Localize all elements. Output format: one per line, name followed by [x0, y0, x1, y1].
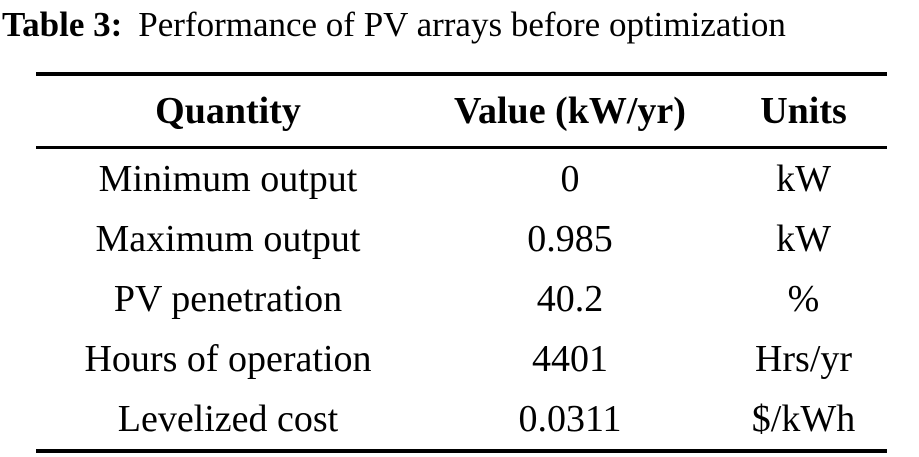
cell-quantity: Minimum output: [98, 158, 358, 200]
cell-value: 0: [560, 158, 580, 200]
table-caption-label: Table 3:: [2, 5, 123, 44]
pv-performance-table: Quantity Value (kW/yr) Units Minimum out…: [36, 72, 887, 453]
column-header-value: Value (kW/yr): [454, 90, 686, 132]
table-row: Levelized cost 0.0311 $/kWh: [36, 389, 887, 449]
table-row: Maximum output 0.985 kW: [36, 209, 887, 269]
cell-value: 4401: [532, 338, 608, 380]
cell-units: kW: [776, 218, 831, 260]
cell-value: 0.985: [527, 218, 613, 260]
table-row: PV penetration 40.2 %: [36, 269, 887, 329]
cell-value: 40.2: [536, 278, 604, 320]
table-caption: Table 3: Performance of PV arrays before …: [2, 1, 919, 49]
table-row: Hours of operation 4401 Hrs/yr: [36, 329, 887, 389]
table-header-row: Quantity Value (kW/yr) Units: [36, 76, 887, 146]
cell-units: Hrs/yr: [754, 338, 853, 380]
table-row: Minimum output 0 kW: [36, 149, 887, 209]
cell-units: $/kWh: [751, 398, 856, 440]
cell-quantity: Levelized cost: [117, 398, 339, 440]
cell-quantity: Hours of operation: [84, 338, 372, 380]
table-header-rule: [36, 146, 887, 149]
table-top-rule: [36, 72, 887, 76]
column-header-units: Units: [760, 90, 847, 132]
cell-quantity: Maximum output: [95, 218, 361, 260]
table-caption-text: Performance of PV arrays before optimiza…: [138, 5, 786, 44]
cell-units: kW: [776, 158, 831, 200]
cell-quantity: PV penetration: [113, 278, 343, 320]
table-bottom-rule: [36, 449, 887, 453]
cell-value: 0.0311: [518, 398, 622, 440]
cell-units: %: [787, 278, 820, 320]
column-header-quantity: Quantity: [155, 90, 301, 132]
